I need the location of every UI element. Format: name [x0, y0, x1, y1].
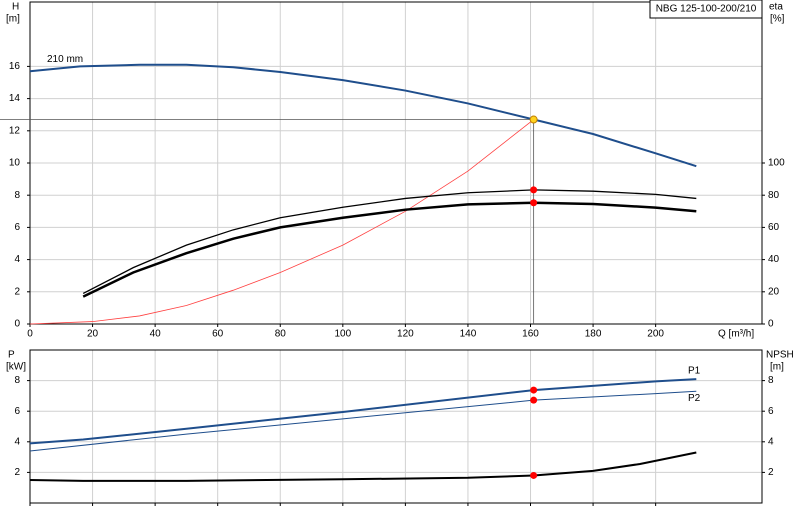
series-line [82, 189, 697, 294]
title-box [649, 0, 763, 19]
y-tick-label: 12 [9, 125, 21, 136]
y2-tick-label: 100 [768, 158, 785, 169]
plot-frame [29, 349, 763, 504]
duty-point [530, 199, 538, 207]
x-tick-label: 100 [334, 329, 351, 340]
y2-tick-label: 2 [768, 467, 774, 478]
duty-point [530, 471, 538, 479]
series-line [82, 201, 697, 298]
plot-frame [29, 1, 763, 325]
y-tick-label: 4 [14, 254, 20, 265]
duty-point [530, 186, 538, 194]
series-label: 210 mm [47, 54, 83, 65]
y-tick-label: 4 [14, 436, 20, 447]
y-tick-label: 8 [14, 190, 20, 201]
y2-tick-label: 40 [768, 254, 780, 265]
y-tick-label: 14 [9, 93, 21, 104]
y-tick-label: 16 [9, 61, 21, 72]
series-line [29, 451, 697, 482]
y2-axis-label: eta [769, 2, 783, 13]
x-tick-label: 80 [275, 329, 287, 340]
y2-tick-label: 6 [768, 406, 774, 417]
x-tick-label: 160 [522, 329, 539, 340]
y-tick-label: 2 [14, 467, 20, 478]
y2-tick-label: 60 [768, 222, 780, 233]
y-axis-label: H [12, 2, 19, 13]
y-tick-label: 0 [14, 319, 20, 330]
y2-tick-label: 20 [768, 286, 780, 297]
y2-tick-label: 80 [768, 190, 780, 201]
duty-point [530, 396, 538, 404]
series-label: P1 [688, 366, 701, 377]
x-axis-label: Q [m³/h] [718, 329, 754, 340]
x-tick-label: 40 [150, 329, 162, 340]
y2-tick-label: 8 [768, 375, 774, 386]
x-tick-label: 60 [212, 329, 224, 340]
series-line [29, 390, 697, 452]
x-tick-label: 200 [647, 329, 664, 340]
y-axis-unit: [kW] [6, 362, 26, 373]
x-tick-label: 180 [585, 329, 602, 340]
y2-axis-unit: [m] [770, 362, 784, 373]
chart-title: NBG 125-100-200/210 [656, 4, 757, 15]
y-tick-label: 2 [14, 286, 20, 297]
y-axis-label: P [8, 350, 15, 361]
y-tick-label: 6 [14, 222, 20, 233]
y2-axis-unit: [%] [770, 14, 785, 25]
series-line [29, 63, 697, 168]
series-line [29, 119, 534, 325]
y-axis-unit: [m] [6, 14, 20, 25]
x-tick-label: 0 [27, 329, 33, 340]
duty-point [529, 115, 538, 124]
series-label: P2 [688, 393, 701, 404]
y2-tick-label: 0 [768, 319, 774, 330]
x-tick-label: 20 [87, 329, 99, 340]
y-tick-label: 8 [14, 375, 20, 386]
x-tick-label: 140 [460, 329, 477, 340]
series-line [29, 378, 697, 445]
duty-point [530, 386, 538, 394]
y2-tick-label: 4 [768, 436, 774, 447]
y-tick-label: 6 [14, 406, 20, 417]
y2-axis-label: NPSH [766, 350, 794, 361]
x-tick-label: 120 [397, 329, 414, 340]
y-tick-label: 10 [9, 158, 21, 169]
